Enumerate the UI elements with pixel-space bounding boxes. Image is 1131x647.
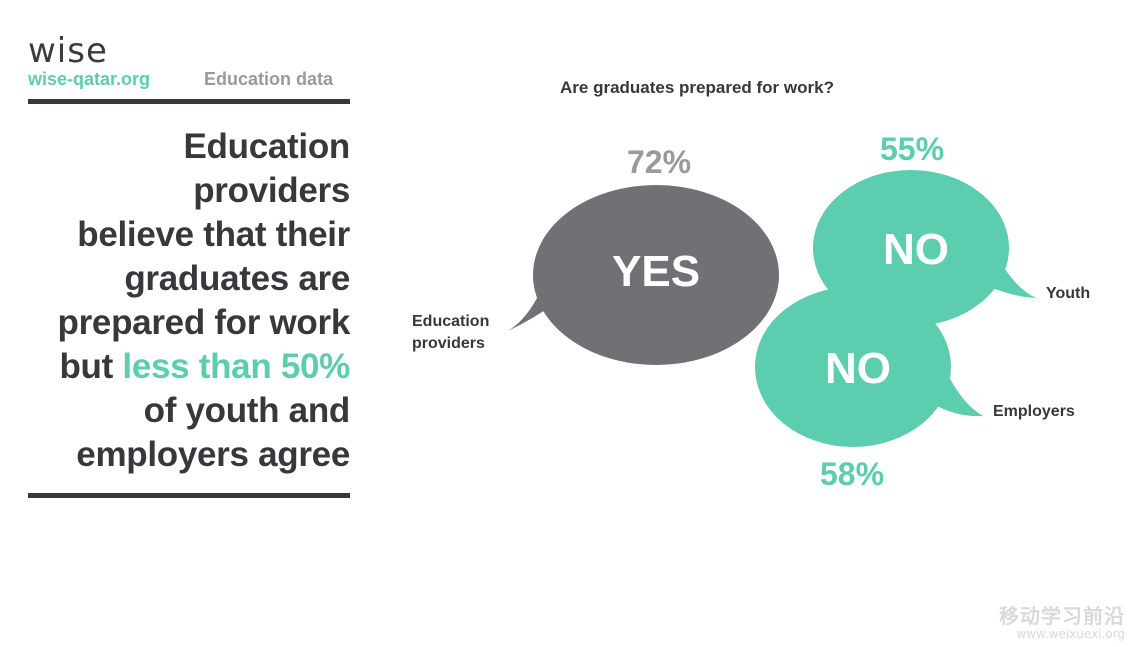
youth-answer: NO bbox=[883, 225, 949, 274]
employers-no-bubble bbox=[755, 287, 983, 447]
education-providers-label: Education providers bbox=[412, 311, 489, 355]
headline-line-7: employers agree bbox=[76, 435, 350, 474]
education-providers-label-line-2: providers bbox=[412, 335, 485, 352]
youth-label: Youth bbox=[1046, 285, 1091, 302]
headline-highlight: less than 50% bbox=[122, 347, 350, 386]
headline-line-4: prepared for work bbox=[57, 303, 351, 342]
headline-line-1: Education providers bbox=[183, 127, 351, 210]
headline-line-3: graduates are bbox=[124, 259, 350, 298]
bottom-divider bbox=[28, 493, 350, 498]
watermark: 移动学习前沿 www.weixuexi.org bbox=[999, 605, 1125, 641]
top-divider bbox=[28, 99, 350, 104]
watermark-text: 移动学习前沿 bbox=[999, 604, 1125, 628]
employers-answer: NO bbox=[825, 344, 891, 393]
headline-line-6: of youth and bbox=[143, 391, 351, 430]
wise-logo: wise bbox=[28, 31, 108, 71]
survey-question: Are graduates prepared for work? bbox=[560, 78, 834, 97]
headline: Education providers believe that their g… bbox=[28, 125, 351, 477]
youth-no-bubble bbox=[813, 170, 1036, 326]
education-providers-percent: 72% bbox=[627, 144, 692, 180]
employers-percent: 58% bbox=[820, 456, 885, 492]
education-providers-answer: YES bbox=[612, 247, 701, 296]
employers-label: Employers bbox=[993, 403, 1075, 420]
watermark-url: www.weixuexi.org bbox=[1016, 627, 1126, 641]
education-providers-label-line-1: Education bbox=[412, 313, 490, 330]
headline-line-5-prefix: but bbox=[59, 347, 123, 386]
site-link[interactable]: wise-qatar.org bbox=[28, 69, 151, 89]
education-providers-yes-bubble bbox=[508, 185, 779, 365]
section-label: Education data bbox=[204, 69, 334, 89]
headline-line-2: believe that their bbox=[77, 215, 350, 254]
youth-percent: 55% bbox=[880, 131, 945, 167]
